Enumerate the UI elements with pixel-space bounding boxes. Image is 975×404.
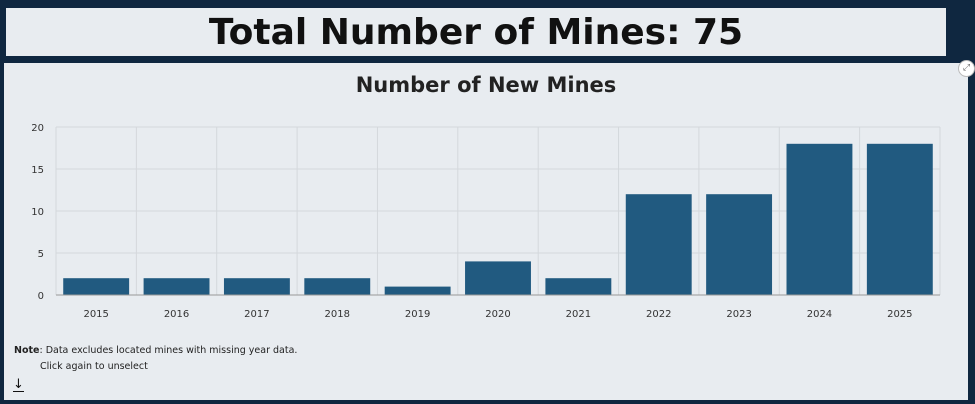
chart-title: Number of New Mines [355,73,617,97]
x-tick-label: 2019 [405,309,430,320]
unselect-hint: Click again to unselect [40,361,148,372]
bar-chart: 0 5 10 15 20 2015 2016 2017 2018 2019 2020 2021 2022… [31,123,941,320]
bar-2015[interactable] [63,278,130,295]
bar-2019[interactable] [384,286,451,295]
x-tick-label: 2024 [807,309,832,320]
note-label: Note [14,345,40,356]
total-mines-panel: Total Number of Mines: 75 [6,8,946,56]
x-tick-label: 2016 [164,309,189,320]
bar-2024[interactable] [786,143,853,295]
bar-2022[interactable] [625,194,692,295]
expand-icon[interactable]: ⤢ [958,60,975,77]
note: Note: Data excludes located mines with m… [14,345,297,356]
x-tick-label: 2022 [646,309,671,320]
note-text: : Data excludes located mines with missi… [39,345,298,356]
bar-2017[interactable] [223,278,290,295]
bar-2018[interactable] [304,278,371,295]
bar-2021[interactable] [545,278,612,295]
y-tick-label: 10 [31,207,44,218]
y-tick-label: 0 [38,291,44,302]
bar-2025[interactable] [866,143,933,295]
y-tick-label: 5 [38,249,44,260]
bar-2023[interactable] [706,194,773,295]
x-tick-label: 2025 [887,309,912,320]
bar-2016[interactable] [143,278,210,295]
x-tick-label: 2021 [566,309,591,320]
download-icon[interactable]: ↓ [13,377,24,392]
y-tick-label: 15 [31,165,44,176]
chart-panel: Number of New Mines 0 5 10 15 20 2015 2016 2017… [4,63,968,400]
total-mines-title: Total Number of Mines: 75 [208,11,744,53]
y-tick-label: 20 [31,123,44,134]
x-tick-label: 2018 [325,309,350,320]
x-tick-label: 2015 [83,309,108,320]
x-tick-label: 2017 [244,309,269,320]
x-tick-label: 2020 [485,309,510,320]
x-tick-label: 2023 [726,309,751,320]
bar-2020[interactable] [465,261,531,295]
